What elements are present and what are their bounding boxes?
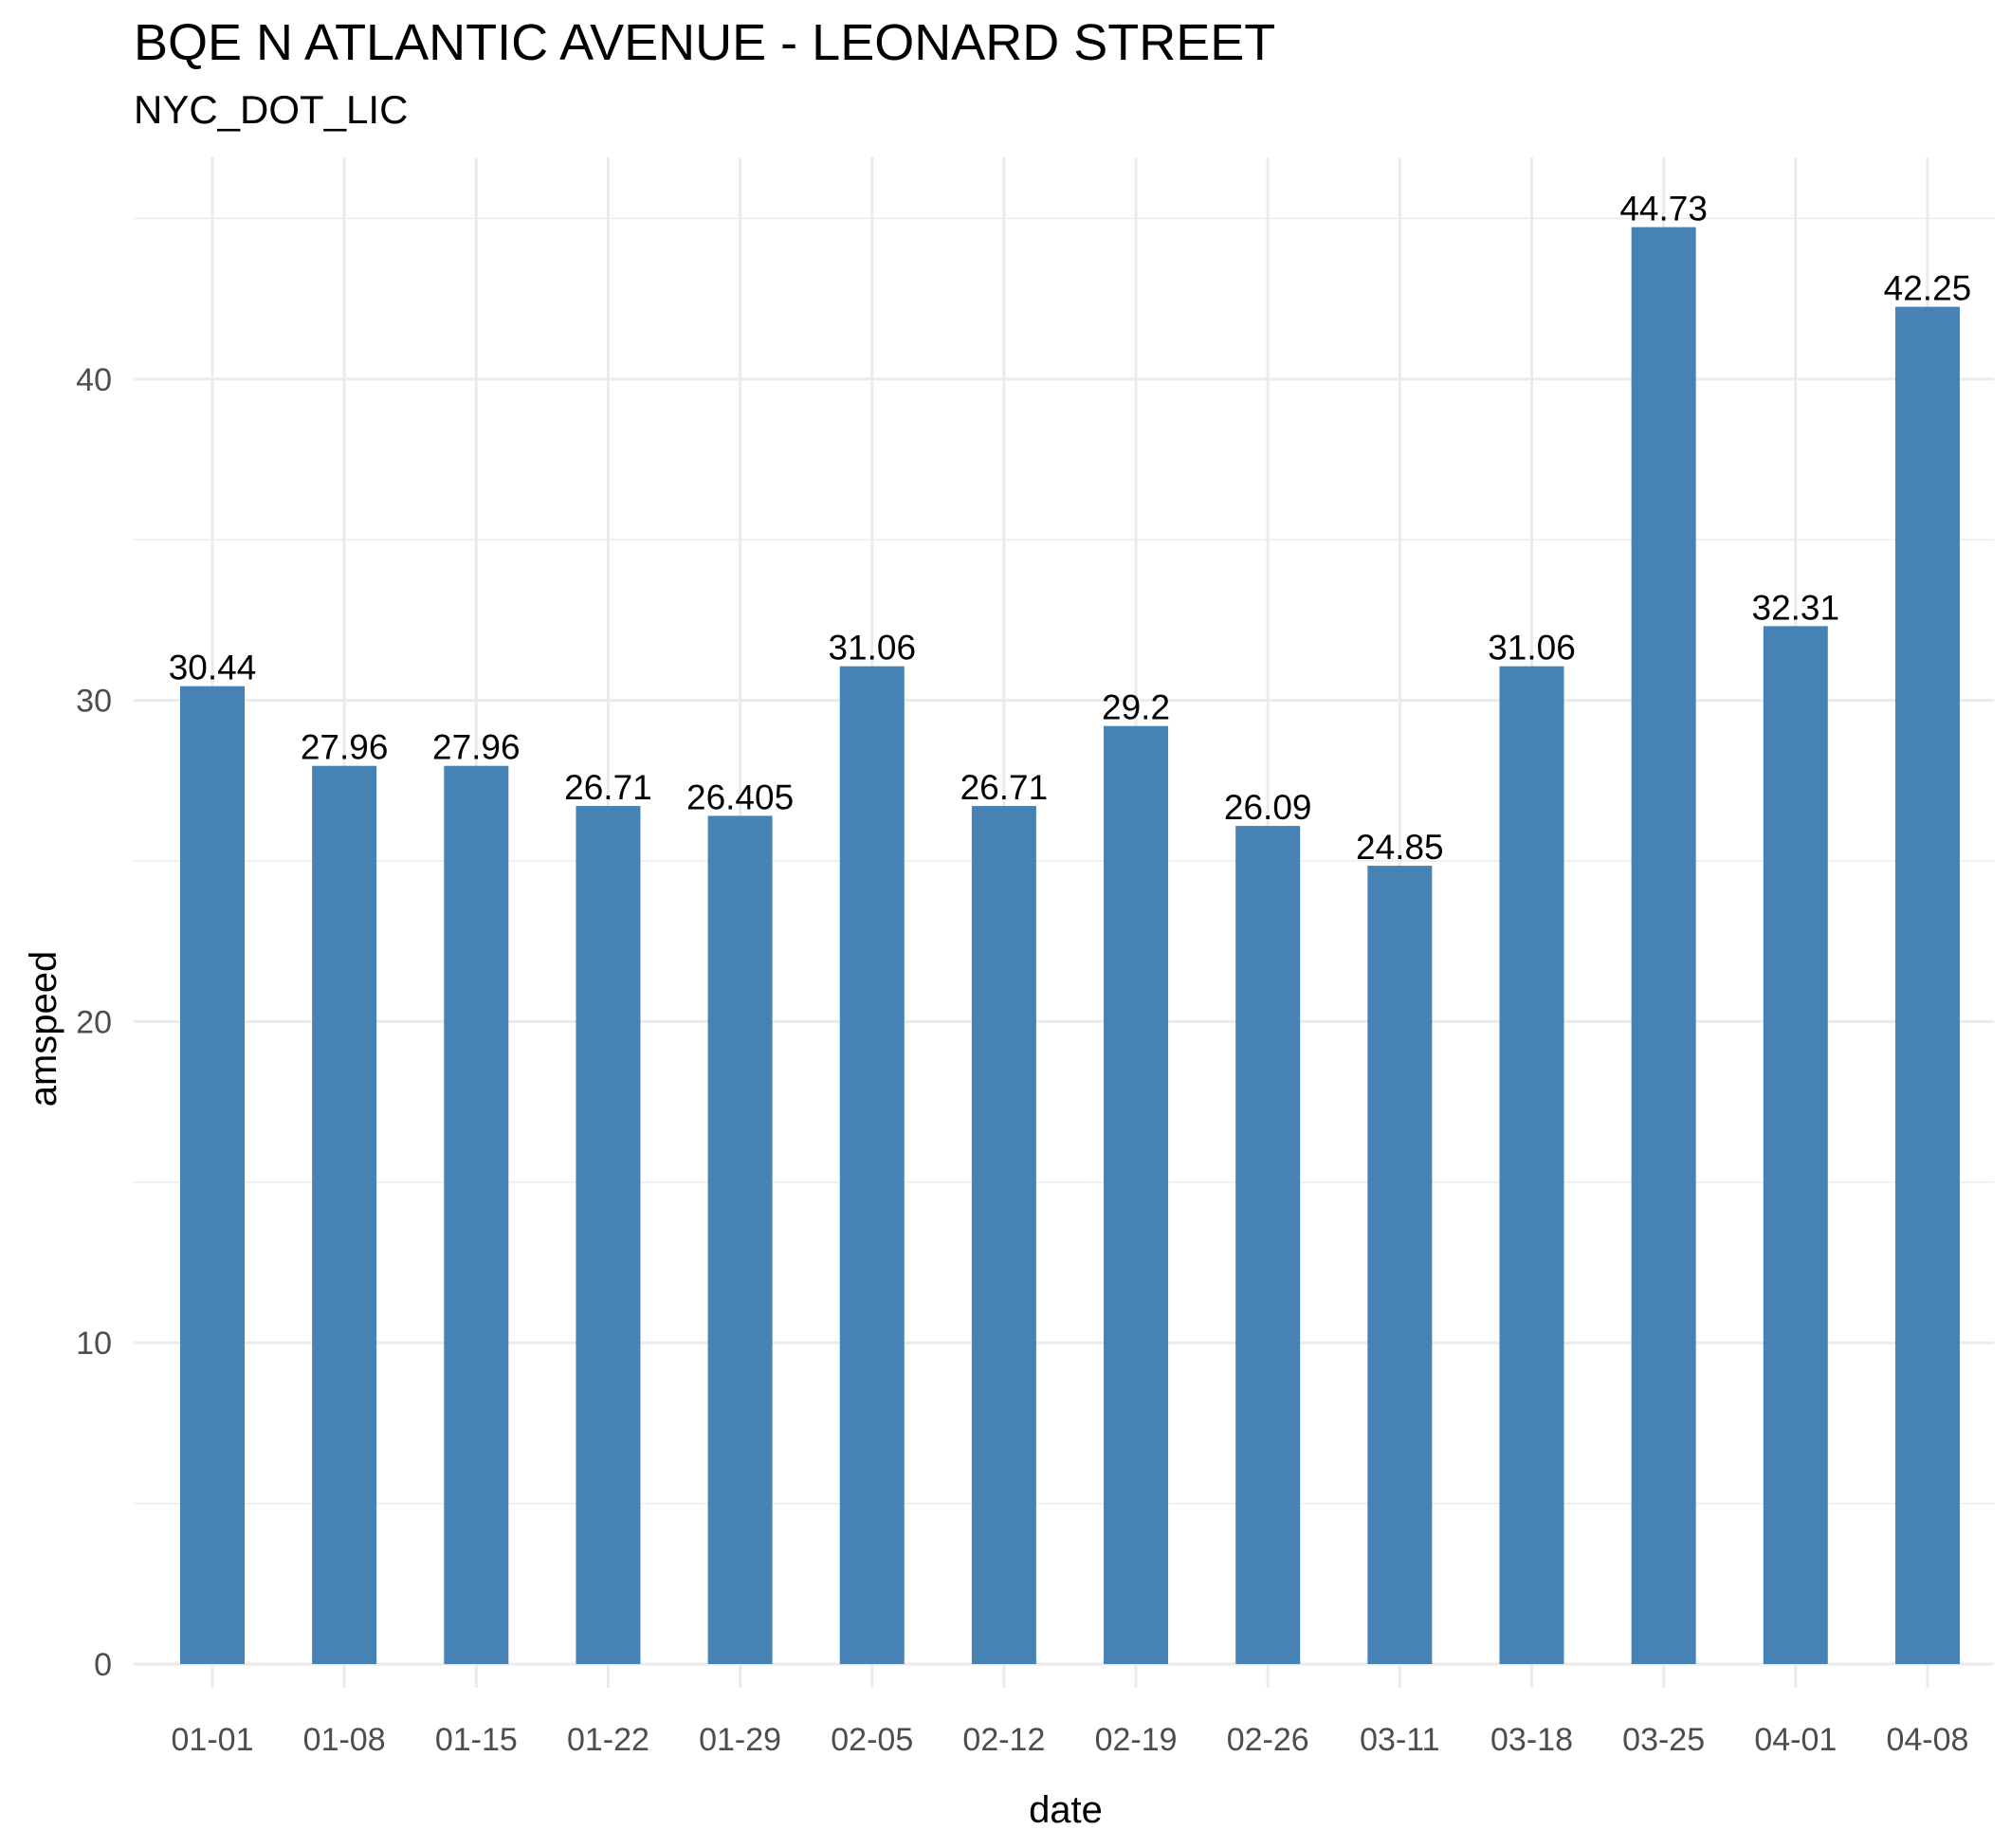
bar-value-label: 31.06 [828,629,916,668]
bar [1367,866,1433,1664]
bar-value-label: 27.96 [432,728,521,767]
y-tick-label: 40 [76,362,112,398]
x-tick-label: 03-25 [1622,1722,1705,1758]
bar-value-label: 31.06 [1488,629,1576,668]
x-tick-labels: 01-01 01-08 01-15 01-22 01-29 02-05 02-12 02-19… [172,1722,1969,1758]
bar [1235,826,1301,1664]
bar [180,686,245,1664]
bar-value-label: 24.85 [1356,828,1444,867]
bar [444,765,509,1664]
bar-value-label: 26.09 [1224,788,1312,827]
bar-value-label: 30.44 [169,649,257,687]
x-axis-title: date [1029,1789,1103,1831]
x-tick-label: 02-19 [1095,1722,1178,1758]
bar-value-label: 29.2 [1102,688,1170,727]
x-tick-label: 03-18 [1490,1722,1573,1758]
bar-value-label: 26.71 [960,768,1049,807]
y-tick-label: 10 [76,1326,112,1362]
bar-value-label: 42.25 [1884,269,1972,308]
y-tick-labels: 0 10 20 30 40 [76,362,112,1683]
x-tick-label: 01-08 [303,1722,386,1758]
y-tick-label: 0 [94,1647,112,1683]
y-axis-title: amspeed [23,951,64,1107]
bar [1631,227,1696,1664]
chart-subtitle: NYC_DOT_LIC [134,87,409,132]
x-tick-label: 04-01 [1754,1722,1837,1758]
x-tick-label: 01-01 [172,1722,254,1758]
y-tick-label: 30 [76,684,112,720]
x-tick-label: 01-15 [435,1722,518,1758]
bar [576,806,641,1664]
bar [312,765,377,1664]
x-tick-label: 02-12 [962,1722,1045,1758]
major-gridlines [134,157,1994,1688]
bar-value-label: 27.96 [301,728,389,767]
chart-title: BQE N ATLANTIC AVENUE - LEONARD STREET [134,14,1276,71]
x-tick-label: 04-08 [1886,1722,1968,1758]
bar-value-label: 26.405 [686,778,794,816]
minor-gridlines [134,217,1994,1505]
bar [1763,626,1828,1665]
bar [1104,725,1169,1664]
x-tick-label: 01-29 [699,1722,781,1758]
bar [707,815,773,1664]
bar [839,666,905,1664]
bar [1499,666,1564,1664]
data-labels: 30.44 27.96 27.96 26.71 26.405 31.06 26.71 29.2… [169,190,1972,868]
x-tick-label: 02-26 [1227,1722,1309,1758]
x-tick-label: 01-22 [567,1722,649,1758]
bar [1894,306,1960,1664]
bar-value-label: 26.71 [564,768,652,807]
bars [180,227,1960,1665]
bar-value-label: 32.31 [1752,588,1840,627]
bar-value-label: 44.73 [1619,190,1708,229]
bar [971,806,1036,1664]
x-tick-label: 03-11 [1360,1722,1439,1758]
x-tick-label: 02-05 [831,1722,913,1758]
y-tick-label: 20 [76,1004,112,1040]
